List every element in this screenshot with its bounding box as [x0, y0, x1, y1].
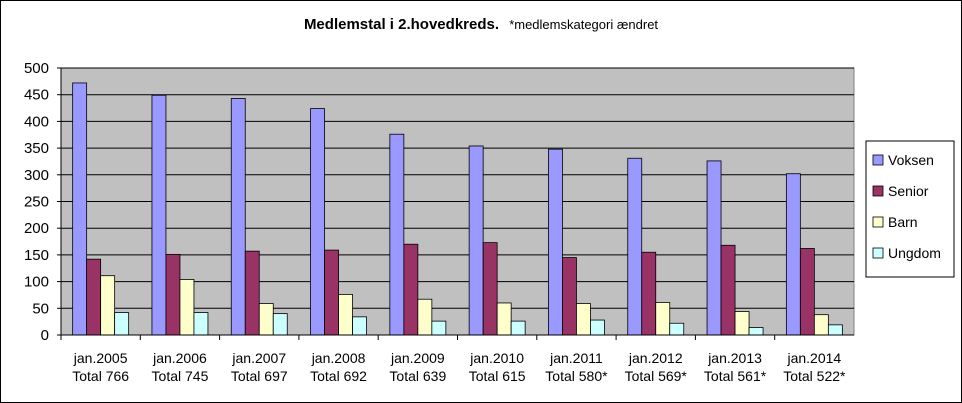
bar-senior [244, 250, 260, 336]
bar-ungdom [748, 327, 764, 336]
bar-ungdom [669, 322, 685, 336]
bar-ungdom [114, 312, 130, 336]
x-tick-label: Total 522* [783, 368, 846, 384]
bar-ungdom [193, 312, 209, 336]
y-tick-label: 450 [24, 87, 49, 104]
bar-senior [165, 253, 181, 336]
axes [57, 67, 854, 340]
y-tick-label: 0 [41, 327, 49, 344]
bar-senior [562, 257, 577, 336]
x-tick-label: jan.2011 [549, 350, 603, 366]
chart-title-main: Medlemstal i 2.hovedkreds. [303, 16, 500, 33]
bar-ungdom [272, 313, 288, 336]
legend-label: Senior [888, 183, 929, 199]
x-tick-label: Total 639 [389, 368, 446, 384]
bar-voksen [389, 133, 405, 336]
legend-swatch [872, 154, 884, 166]
bar-barn [576, 303, 591, 336]
bar-senior [324, 249, 339, 336]
x-tick-label: jan.2006 [152, 350, 207, 366]
x-tick-label: jan.2010 [469, 350, 524, 366]
bar-senior [86, 258, 102, 336]
bar-barn [655, 302, 671, 336]
y-tick-label: 150 [24, 247, 49, 264]
bar-ungdom [352, 316, 367, 336]
legend-label: Ungdom [888, 245, 941, 261]
y-tick-label: 500 [24, 60, 49, 77]
x-tick-label: Total 561* [704, 368, 767, 384]
bar-barn [100, 275, 116, 336]
x-tick-label: Total 745 [152, 368, 209, 384]
bar-voksen [785, 173, 801, 336]
y-tick-label: 400 [24, 113, 49, 130]
bar-barn [496, 302, 512, 336]
bar-voksen [468, 145, 484, 336]
bar-voksen [151, 94, 167, 336]
x-tick-label: Total 766 [72, 368, 129, 384]
bar-senior [403, 243, 419, 336]
x-tick-label: Total 569* [625, 368, 688, 384]
x-tick-label: jan.2012 [628, 350, 683, 366]
x-tick-label: Total 697 [231, 368, 288, 384]
bar-voksen [548, 148, 563, 336]
legend-swatch [872, 185, 884, 197]
bar-barn [417, 298, 433, 336]
bar-senior [799, 248, 815, 336]
x-tick-label: Total 580* [545, 368, 608, 384]
bar-voksen [72, 82, 88, 336]
bar-ungdom [590, 319, 605, 336]
legend: Voksen Senior Barn Ungdom [865, 140, 955, 278]
y-tick-label: 50 [32, 300, 49, 317]
x-tick-label: Total 692 [310, 368, 367, 384]
x-tick-label: jan.2013 [707, 350, 762, 366]
bar-ungdom [431, 320, 447, 336]
bar-senior [641, 251, 657, 336]
bar-senior [482, 242, 498, 336]
y-tick-label: 200 [24, 220, 49, 237]
bar-barn [338, 294, 353, 336]
bar-barn [258, 303, 274, 336]
y-tick-label: 250 [24, 194, 49, 211]
y-tick-label: 100 [24, 274, 49, 291]
legend-label: Voksen [888, 152, 934, 168]
bar-ungdom [827, 324, 843, 336]
bar-voksen [627, 157, 643, 336]
x-tick-label: jan.2008 [311, 350, 366, 366]
chart-title: Medlemstal i 2.hovedkreds. *medlemskateg… [0, 16, 962, 33]
x-tick-label: jan.2005 [73, 350, 128, 366]
y-tick-label: 350 [24, 140, 49, 157]
bar-barn [734, 311, 750, 336]
bar-barn [179, 279, 195, 336]
bar-voksen [706, 160, 722, 336]
legend-swatch [872, 216, 884, 228]
bar-barn [813, 314, 829, 336]
x-tick-label: Total 615 [469, 368, 526, 384]
y-tick-labels: 0 50 100 150 200 250 300 350 400 450 500 [24, 60, 49, 344]
bar-ungdom [510, 320, 526, 336]
x-tick-label: jan.2007 [231, 350, 286, 366]
x-tick-label: jan.2009 [390, 350, 445, 366]
bar-voksen [230, 98, 246, 336]
x-tick-label: jan.2014 [786, 350, 841, 366]
bar-senior [720, 244, 736, 336]
bar-voksen [310, 108, 325, 336]
legend-label: Barn [888, 214, 918, 230]
legend-swatch [872, 247, 884, 259]
x-tick-labels: jan.2005 Total 766 jan.2006 Total 745 jan.20… [72, 350, 846, 384]
y-tick-label: 300 [24, 167, 49, 184]
chart-subtitle: *medlemskategori ændret [509, 17, 659, 32]
